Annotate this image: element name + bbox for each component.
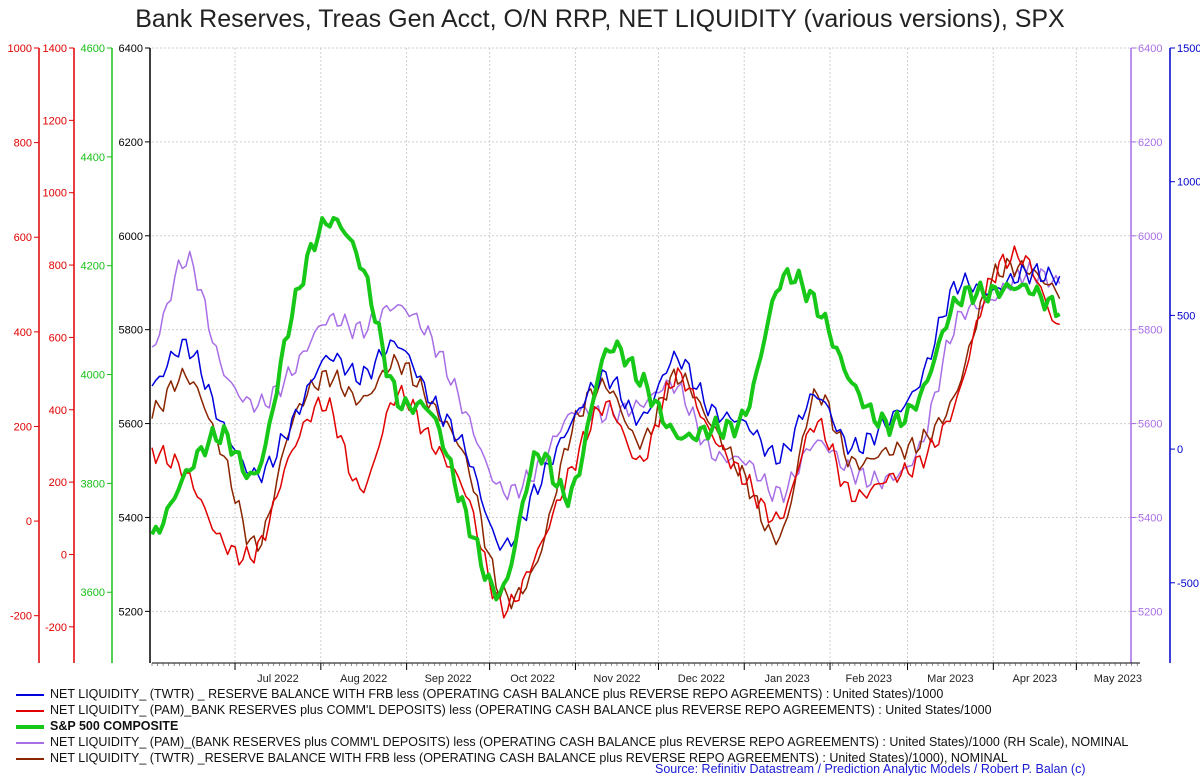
axis-tick-label: 4400 — [81, 152, 105, 164]
axis-tick-label: 5400 — [119, 512, 143, 524]
axis-tick-label: 0 — [61, 549, 67, 561]
axis-tick-label: 1000 — [43, 188, 67, 200]
axis-tick-label: 5800 — [119, 325, 143, 337]
x-tick-label: Aug 2022 — [340, 673, 387, 685]
axis-tick-label: 4000 — [81, 370, 105, 382]
axis-tick-label: 3800 — [81, 478, 105, 490]
value-axes: 1000 800 600 400 200 0 -200 1400 1200 1000 800 600 4… — [8, 43, 1200, 663]
axis-tick-label: 6000 — [119, 231, 143, 243]
axis-tick-label: 6000 — [1138, 231, 1162, 243]
legend-swatch — [16, 693, 44, 696]
legend-label: NET LIQUIDITY_ (TWTR) _ RESERVE BALANCE … — [50, 687, 944, 701]
legend-item: NET LIQUIDITY_ (TWTR) _RESERVE BALANCE W… — [16, 750, 1128, 766]
x-tick-label: Jul 2022 — [257, 673, 299, 685]
legend-label: NET LIQUIDITY_ (TWTR) _RESERVE BALANCE W… — [50, 751, 1008, 765]
axis-tick-label: -500 — [1177, 578, 1199, 590]
x-axis: Jul 2022 Aug 2022 Sep 2022 Oct 2022 Nov 2022… — [151, 662, 1142, 685]
series-line — [151, 263, 1061, 551]
axis-tick-label: 6400 — [1138, 43, 1162, 55]
x-tick-label: Apr 2023 — [1013, 673, 1058, 685]
axis-tick-label: 600 — [14, 232, 32, 244]
series-line — [151, 250, 1061, 504]
chart-title: Bank Reserves, Treas Gen Acct, O/N RRP, … — [135, 5, 1065, 33]
axis-tick-label: 5400 — [1138, 512, 1162, 524]
legend-label: NET LIQUIDITY_ (PAM)_(BANK RESERVES plus… — [50, 735, 1129, 749]
axis-tick-label: 6200 — [119, 137, 143, 149]
axis-tick-label: 4200 — [81, 261, 105, 273]
axis-tick-label: 400 — [14, 327, 32, 339]
legend-label: NET LIQUIDITY_ (PAM)_BANK RESERVES plus … — [50, 703, 992, 717]
axis-tick-label: 6400 — [119, 43, 143, 55]
axis-tick-label: 500 — [1177, 310, 1195, 322]
legend-swatch — [16, 709, 44, 712]
axis-tick-label: 600 — [49, 332, 67, 344]
axis-tick-label: 1500 — [1177, 43, 1200, 55]
legend-item: NET LIQUIDITY_ (PAM)_BANK RESERVES plus … — [16, 702, 1128, 718]
axis-tick-label: 200 — [14, 421, 32, 433]
series-line — [151, 245, 1060, 619]
axis-tick-label: 6200 — [1138, 137, 1162, 149]
x-tick-label: Oct 2022 — [510, 673, 555, 685]
x-tick-label: May 2023 — [1094, 673, 1142, 685]
axis-tick-label: 1000 — [1177, 177, 1200, 189]
axis-tick-label: 1400 — [43, 43, 67, 55]
axis-tick-label: 5600 — [119, 419, 143, 431]
series-lines — [150, 216, 1061, 619]
axis-tick-label: 5800 — [1138, 325, 1162, 337]
axis-tick-label: 5600 — [1138, 419, 1162, 431]
source-note: Source: Refinitiv Datastream / Predictio… — [655, 762, 1086, 776]
x-tick-label: Feb 2023 — [846, 673, 892, 685]
legend: NET LIQUIDITY_ (TWTR) _ RESERVE BALANCE … — [16, 686, 1128, 766]
legend-item: NET LIQUIDITY_ (PAM)_(BANK RESERVES plus… — [16, 734, 1128, 750]
series-line — [150, 216, 1061, 602]
axis-tick-label: -200 — [45, 622, 67, 634]
legend-swatch — [16, 741, 44, 744]
axis-tick-label: 400 — [49, 405, 67, 417]
legend-label: S&P 500 COMPOSITE — [50, 719, 179, 733]
axis-tick-label: 1000 — [8, 43, 32, 55]
axis-tick-label: 800 — [14, 138, 32, 150]
axis-tick-label: -200 — [10, 611, 32, 623]
x-tick-label: Dec 2022 — [678, 673, 725, 685]
chart-canvas: Bank Reserves, Treas Gen Acct, O/N RRP, … — [8, 5, 1200, 685]
series-line — [151, 257, 1061, 610]
x-tick-label: Sep 2022 — [425, 673, 472, 685]
axis-tick-label: 0 — [1177, 444, 1183, 456]
axis-tick-label: 200 — [49, 477, 67, 489]
legend-item: NET LIQUIDITY_ (TWTR) _ RESERVE BALANCE … — [16, 686, 1128, 702]
axis-tick-label: 1200 — [43, 115, 67, 127]
axis-tick-label: 0 — [26, 516, 32, 528]
x-tick-label: Mar 2023 — [927, 673, 973, 685]
legend-swatch — [16, 724, 44, 729]
legend-swatch — [16, 757, 44, 760]
legend-item: S&P 500 COMPOSITE — [16, 718, 1128, 734]
axis-tick-label: 4600 — [81, 43, 105, 55]
axis-tick-label: 800 — [49, 260, 67, 272]
x-tick-label: Jan 2023 — [765, 673, 810, 685]
x-tick-label: Nov 2022 — [593, 673, 640, 685]
axis-tick-label: 3600 — [81, 587, 105, 599]
axis-tick-label: 5200 — [1138, 606, 1162, 618]
axis-tick-label: 5200 — [119, 606, 143, 618]
